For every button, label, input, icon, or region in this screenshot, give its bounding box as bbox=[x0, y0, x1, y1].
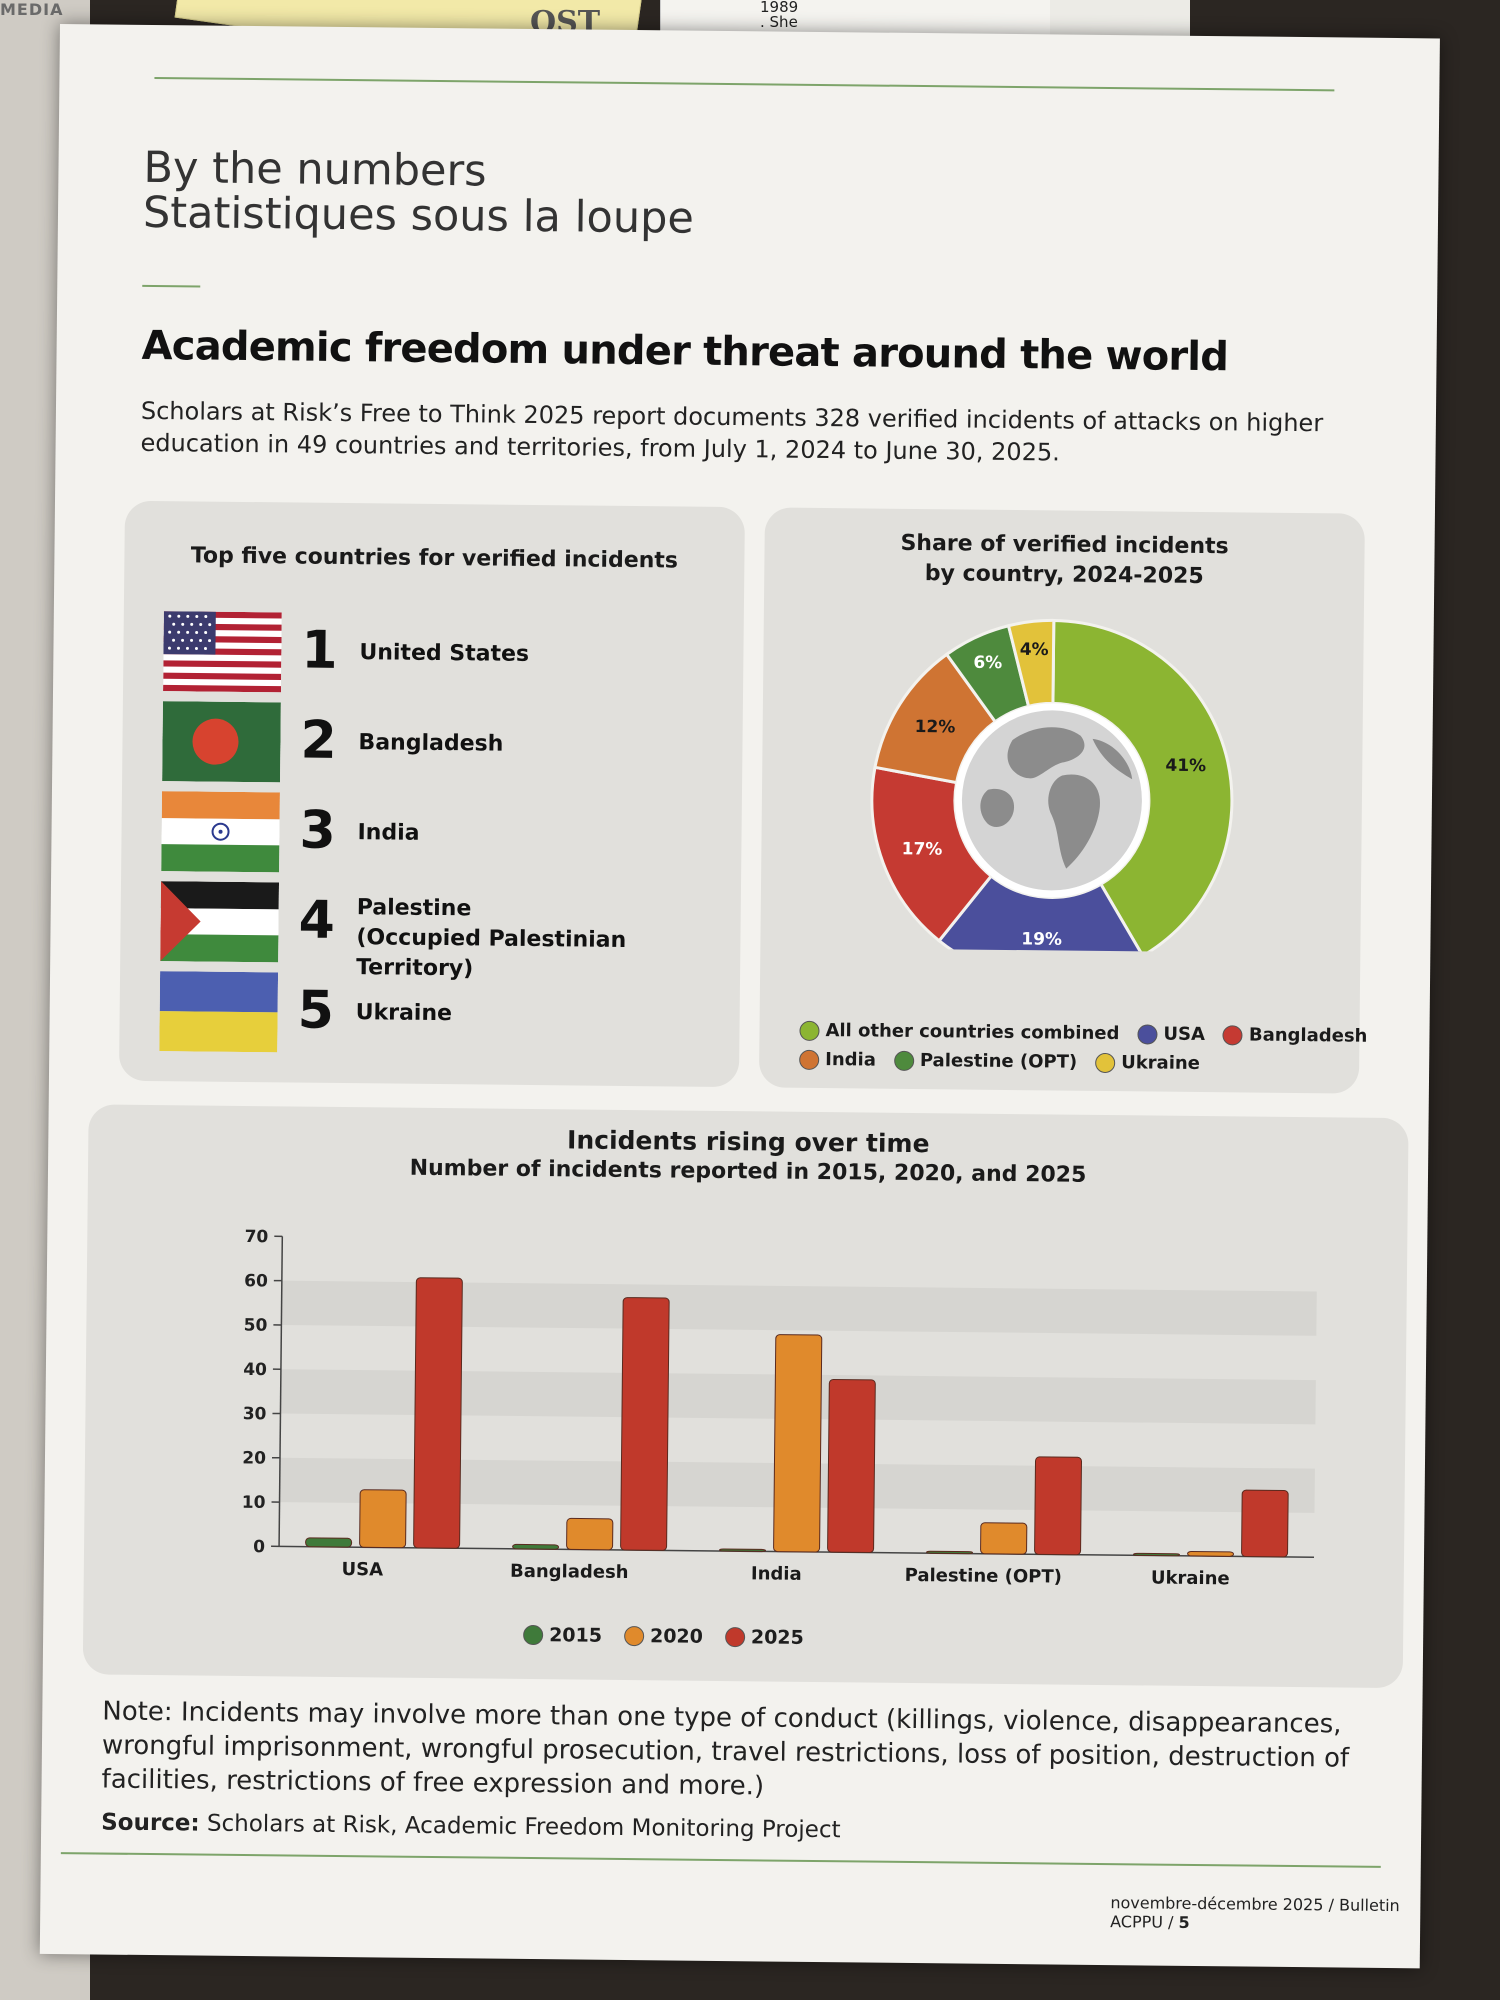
page-title: Academic freedom under threat around the… bbox=[141, 322, 1229, 381]
bar-chart: 0 10 20 30 40 50 60 70 USA Bangladesh India Palesti… bbox=[242, 1227, 1317, 1590]
bar-2025-india bbox=[827, 1378, 876, 1554]
share-panel: Share of verified incidents by country, … bbox=[758, 507, 1368, 1094]
x-tick-label: Bangladesh bbox=[510, 1561, 629, 1583]
rank-row-5: 5 Ukraine bbox=[159, 971, 720, 1057]
rank-country-name: United States bbox=[359, 640, 530, 667]
page-footer: novembre-décembre 2025 / Bulletin ACPPU … bbox=[1110, 1893, 1400, 1932]
usa-flag-icon bbox=[163, 611, 282, 693]
bar-chart-panel: Incidents rising over time Number of inc… bbox=[82, 1104, 1409, 1689]
bangladesh-flag-icon bbox=[162, 701, 281, 783]
rank-number: 3 bbox=[299, 800, 337, 861]
donut-label: 12% bbox=[915, 717, 956, 737]
legend-palestine: Palestine (OPT) bbox=[893, 1050, 1077, 1073]
y-axis bbox=[278, 1236, 284, 1547]
rank-country-name: Ukraine bbox=[355, 1000, 453, 1027]
legend-ukraine: Ukraine bbox=[1095, 1052, 1200, 1074]
bar-2015-india bbox=[719, 1548, 767, 1552]
note-paragraph: Note: Incidents may involve more than on… bbox=[101, 1696, 1350, 1802]
legend-india: India bbox=[799, 1049, 876, 1071]
ukraine-flag-icon bbox=[159, 971, 279, 1053]
donut-label: 17% bbox=[902, 839, 943, 859]
top-five-title: Top five countries for verified incident… bbox=[190, 543, 679, 574]
section-heading-en: By the numbers bbox=[143, 142, 487, 197]
bar-2025-palestine-opt- bbox=[1034, 1456, 1083, 1556]
donut-chart: 41% 19% 17% 12% 6% 4% bbox=[870, 618, 1234, 954]
pie-legend: All other countries combined USA Banglad… bbox=[799, 1020, 1368, 1084]
donut-label: 4% bbox=[1020, 640, 1049, 660]
rank-row-4: 4 Palestine (Occupied Palestinian Territ… bbox=[160, 881, 721, 981]
bar-2020-usa bbox=[359, 1489, 407, 1549]
legend-other: All other countries combined bbox=[799, 1020, 1120, 1044]
y-tick-label: 30 bbox=[243, 1404, 267, 1424]
legend-2015: 2015 bbox=[523, 1624, 602, 1647]
palestine-flag-icon bbox=[160, 881, 280, 963]
rank-number: 2 bbox=[300, 710, 338, 771]
section-heading-fr: Statistiques sous la loupe bbox=[142, 187, 695, 244]
top-five-panel: Top five countries for verified incident… bbox=[118, 500, 745, 1088]
donut-label: 19% bbox=[1021, 929, 1062, 949]
x-tick-label: USA bbox=[341, 1559, 383, 1580]
background-clipping-text: 1989 . She bbox=[760, 0, 799, 31]
rank-number: 4 bbox=[298, 890, 336, 951]
rank-row-2: 2 Bangladesh bbox=[162, 701, 723, 787]
bottom-rule bbox=[60, 1852, 1381, 1868]
rank-country-name: Palestine bbox=[356, 895, 472, 922]
x-tick-label: Palestine (OPT) bbox=[905, 1565, 1062, 1588]
bar-2020-bangladesh bbox=[566, 1517, 614, 1551]
y-tick-label: 60 bbox=[244, 1271, 268, 1291]
bar-2020-ukraine bbox=[1187, 1551, 1235, 1557]
legend-usa: USA bbox=[1137, 1023, 1205, 1045]
rank-number: 5 bbox=[297, 980, 335, 1041]
intro-paragraph: Scholars at Risk’s Free to Think 2025 re… bbox=[140, 396, 1324, 467]
bar-2020-india bbox=[773, 1334, 823, 1553]
y-tick-label: 50 bbox=[244, 1316, 268, 1336]
bar-2025-ukraine bbox=[1241, 1489, 1289, 1558]
rank-row-3: 3 India bbox=[161, 791, 722, 877]
donut-label: 41% bbox=[1165, 756, 1206, 776]
short-rule bbox=[142, 284, 201, 288]
bar-2015-bangladesh bbox=[512, 1543, 560, 1550]
rank-row-1: 1 United States bbox=[163, 611, 724, 697]
rank-country-name: India bbox=[357, 820, 420, 846]
top-rule bbox=[154, 76, 1335, 92]
donut-label: 6% bbox=[973, 653, 1002, 673]
source-line: Source: Scholars at Risk, Academic Freed… bbox=[101, 1809, 841, 1844]
x-tick-label: Ukraine bbox=[1151, 1568, 1230, 1590]
legend-2020: 2020 bbox=[623, 1625, 703, 1648]
globe-icon bbox=[954, 703, 1149, 898]
legend-2025: 2025 bbox=[724, 1626, 804, 1649]
pie-title: Share of verified incidents by country, … bbox=[900, 530, 1229, 590]
y-tick-label: 10 bbox=[242, 1493, 266, 1513]
bar-2015-usa bbox=[305, 1537, 353, 1548]
y-tick-label: 40 bbox=[243, 1360, 267, 1380]
bar-2015-ukraine bbox=[1133, 1552, 1181, 1557]
bar-2025-bangladesh bbox=[620, 1297, 670, 1551]
x-tick-label: India bbox=[751, 1563, 802, 1585]
magazine-page: By the numbers Statistiques sous la loup… bbox=[39, 24, 1440, 1969]
legend-bangladesh: Bangladesh bbox=[1222, 1024, 1368, 1047]
bar-2020-palestine-opt- bbox=[980, 1522, 1028, 1555]
india-flag-icon bbox=[161, 791, 280, 873]
grid-band bbox=[281, 1280, 1317, 1336]
y-tick-label: 70 bbox=[245, 1227, 269, 1247]
background-corner-word: MEDIA bbox=[0, 0, 64, 19]
rank-number: 1 bbox=[301, 620, 338, 681]
rank-country-name: Bangladesh bbox=[358, 730, 504, 757]
bar-chart-title: Incidents rising over time Number of inc… bbox=[409, 1125, 1087, 1188]
y-tick-label: 0 bbox=[253, 1537, 265, 1557]
bar-2025-usa bbox=[413, 1277, 463, 1549]
y-tick-label: 20 bbox=[242, 1448, 266, 1468]
bar-2015-palestine-opt- bbox=[926, 1550, 974, 1555]
bar-legend: 2015 2020 2025 bbox=[523, 1624, 804, 1649]
